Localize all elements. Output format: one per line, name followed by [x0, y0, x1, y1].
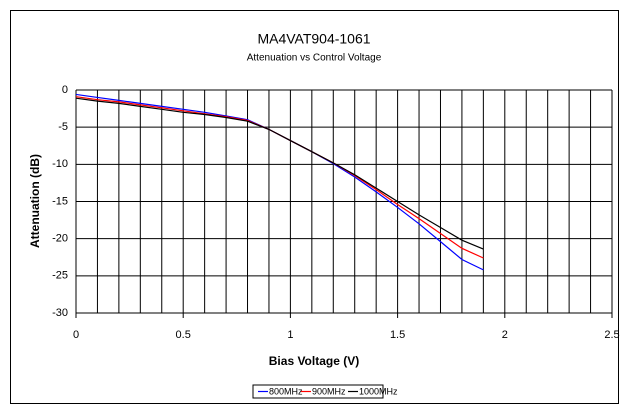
legend-box: [252, 384, 384, 399]
y-tick-label: -5: [58, 121, 68, 133]
legend-label: 1000MHz: [359, 386, 398, 396]
series-line: [75, 97, 484, 250]
chart-title: MA4VAT904-1061: [257, 31, 370, 47]
x-axis-label: Bias Voltage (V): [269, 354, 359, 368]
y-tick-label: 0: [62, 84, 68, 96]
x-tick-label: 2: [502, 329, 508, 341]
x-tick-label: 0.5: [176, 329, 191, 341]
y-tick-label: -25: [52, 270, 68, 282]
y-tick-label: -30: [52, 307, 68, 319]
y-tick-label: -20: [52, 233, 68, 245]
y-axis-label: Attenuation (dB): [28, 154, 42, 248]
x-tick-label: 0: [73, 329, 79, 341]
legend-label: 900MHz: [312, 386, 346, 396]
x-tick-label: 2.5: [604, 329, 619, 341]
y-tick-label: -10: [52, 158, 68, 170]
y-tick-label: -15: [52, 195, 68, 207]
legend-label: 800MHz: [269, 386, 303, 396]
x-tick-label: 1: [287, 329, 293, 341]
chart-frame: [10, 10, 619, 404]
x-tick-label: 1.5: [390, 329, 405, 341]
chart-subtitle: Attenuation vs Control Voltage: [247, 53, 382, 64]
